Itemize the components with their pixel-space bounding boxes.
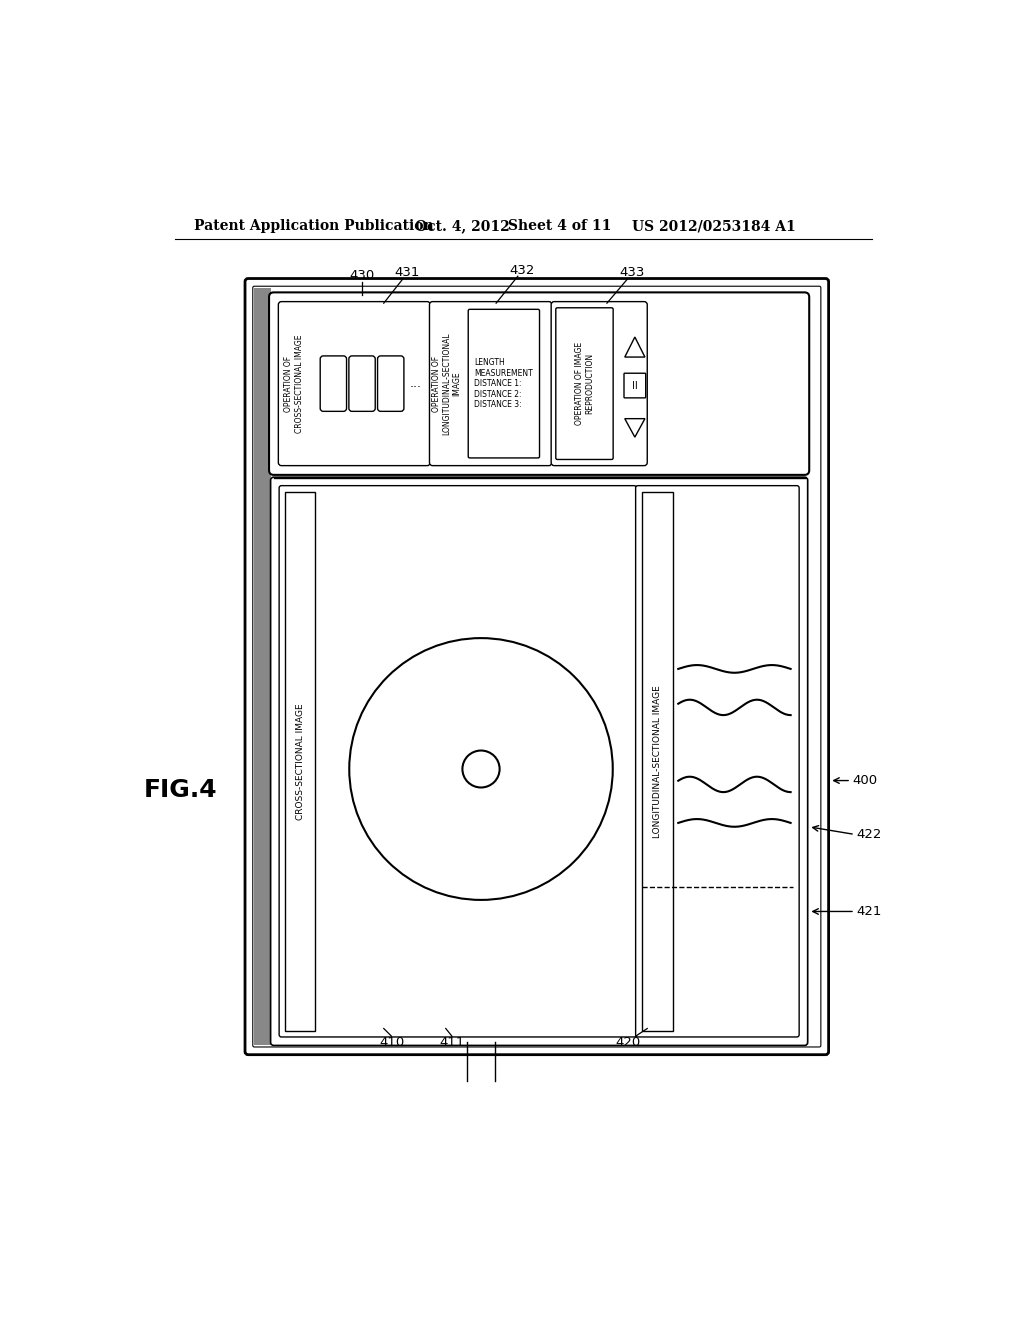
- Text: OPERATION OF IMAGE
REPRODUCTION: OPERATION OF IMAGE REPRODUCTION: [574, 342, 594, 425]
- Text: 432: 432: [509, 264, 535, 277]
- Text: 430: 430: [349, 269, 375, 282]
- Text: Oct. 4, 2012: Oct. 4, 2012: [415, 219, 510, 234]
- FancyBboxPatch shape: [321, 356, 346, 412]
- Text: 433: 433: [620, 265, 644, 279]
- FancyBboxPatch shape: [551, 302, 647, 466]
- FancyBboxPatch shape: [624, 374, 646, 397]
- Text: FIG.4: FIG.4: [144, 777, 217, 801]
- Text: II: II: [632, 380, 638, 391]
- Text: LENGTH
MEASUREMENT
DISTANCE 1:
DISTANCE 2:
DISTANCE 3:: LENGTH MEASUREMENT DISTANCE 1: DISTANCE …: [474, 358, 534, 409]
- FancyBboxPatch shape: [378, 356, 403, 412]
- Text: 421: 421: [856, 906, 882, 917]
- FancyBboxPatch shape: [270, 478, 808, 1045]
- FancyBboxPatch shape: [280, 486, 636, 1038]
- Text: CROSS-SECTIONAL IMAGE: CROSS-SECTIONAL IMAGE: [296, 704, 304, 820]
- Text: 411: 411: [439, 1036, 465, 1049]
- FancyBboxPatch shape: [349, 356, 375, 412]
- FancyBboxPatch shape: [279, 302, 430, 466]
- Text: Sheet 4 of 11: Sheet 4 of 11: [508, 219, 611, 234]
- Text: 400: 400: [853, 774, 878, 787]
- Text: 422: 422: [856, 828, 882, 841]
- FancyBboxPatch shape: [253, 286, 821, 1047]
- FancyBboxPatch shape: [468, 309, 540, 458]
- Bar: [286, 492, 314, 1031]
- Circle shape: [463, 751, 500, 788]
- Polygon shape: [625, 418, 645, 437]
- FancyBboxPatch shape: [556, 308, 613, 459]
- FancyBboxPatch shape: [245, 279, 828, 1055]
- Text: OPERATION OF
CROSS-SECTIONAL IMAGE: OPERATION OF CROSS-SECTIONAL IMAGE: [284, 334, 303, 433]
- FancyBboxPatch shape: [636, 486, 799, 1038]
- Text: LONGITUDINAL-SECTIONAL IMAGE: LONGITUDINAL-SECTIONAL IMAGE: [653, 685, 662, 838]
- FancyBboxPatch shape: [429, 302, 552, 466]
- Text: 420: 420: [615, 1036, 640, 1049]
- Text: 410: 410: [379, 1036, 404, 1049]
- Bar: [254, 288, 271, 1045]
- Text: Patent Application Publication: Patent Application Publication: [194, 219, 433, 234]
- Text: US 2012/0253184 A1: US 2012/0253184 A1: [632, 219, 796, 234]
- Text: ...: ...: [410, 378, 422, 391]
- Polygon shape: [625, 337, 645, 358]
- Circle shape: [349, 638, 612, 900]
- Text: OPERATION OF
LONGITUDINAL-SECTIONAL
IMAGE: OPERATION OF LONGITUDINAL-SECTIONAL IMAG…: [432, 333, 462, 434]
- FancyBboxPatch shape: [269, 293, 809, 475]
- Bar: [642, 492, 673, 1031]
- Text: 431: 431: [394, 265, 420, 279]
